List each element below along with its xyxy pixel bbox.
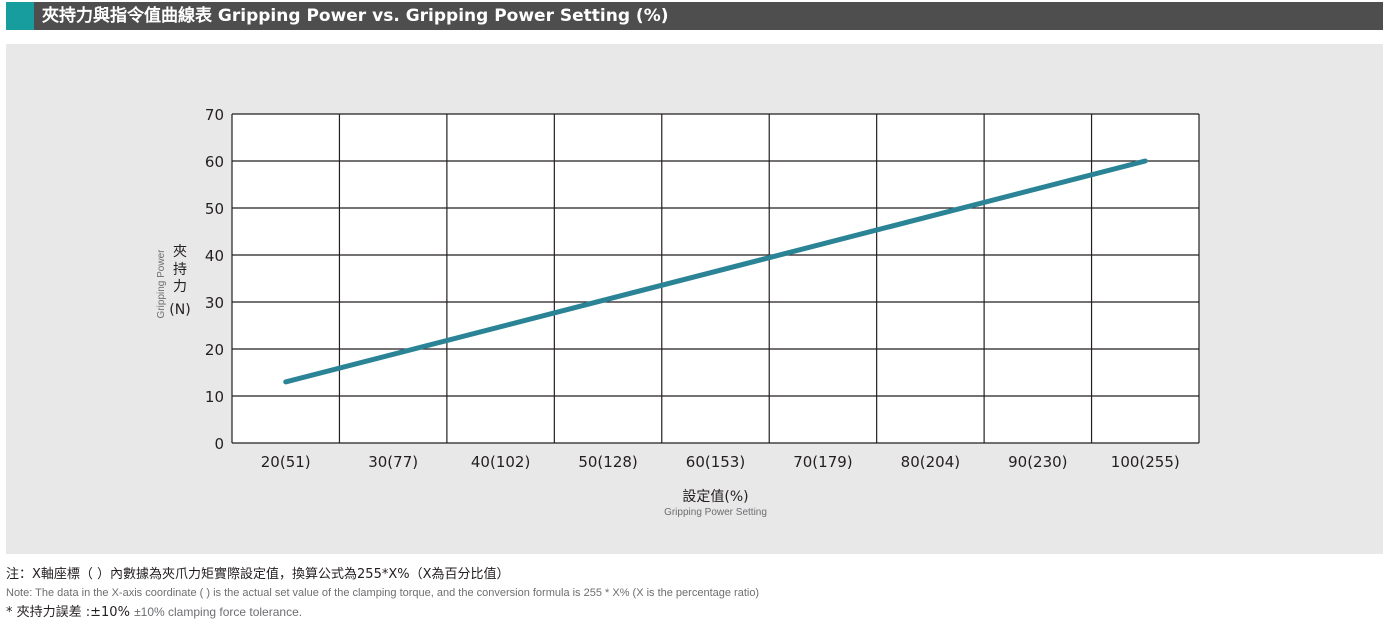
tolerance-chinese: * 夾持力誤差 :±10% bbox=[6, 605, 130, 620]
y-axis-label-en: Gripping Power bbox=[156, 249, 167, 319]
plot-area bbox=[232, 114, 1199, 443]
x-tick-label: 80(204) bbox=[901, 453, 960, 471]
x-tick-label: 70(179) bbox=[793, 453, 852, 471]
y-tick-label: 50 bbox=[205, 200, 224, 218]
y-axis-label-char: 持 bbox=[173, 262, 187, 278]
y-axis-label-char: 力 bbox=[173, 279, 187, 295]
gripping-power-chart: 0 10 20 30 40 50 60 70 20(51) 30(77) 40(102) 50(128… bbox=[156, 106, 1200, 518]
y-tick-label: 0 bbox=[214, 435, 224, 453]
x-tick-label: 50(128) bbox=[578, 453, 637, 471]
y-tick-label: 40 bbox=[205, 247, 224, 265]
x-tick-label: 60(153) bbox=[686, 453, 745, 471]
chart-panel: 0 10 20 30 40 50 60 70 20(51) 30(77) 40(102) 50(128… bbox=[6, 44, 1383, 554]
x-tick-label: 90(230) bbox=[1008, 453, 1067, 471]
x-tick-label: 40(102) bbox=[471, 453, 530, 471]
x-tick-label: 30(77) bbox=[368, 453, 418, 471]
y-tick-label: 60 bbox=[205, 153, 224, 171]
note-chinese: 注：X軸座標（ ）內數據為夾爪力矩實際設定值，換算公式為255*X%（X為百分比… bbox=[6, 567, 510, 582]
y-tick-label: 30 bbox=[205, 294, 224, 312]
y-tick-label: 70 bbox=[205, 106, 224, 124]
tolerance-note: * 夾持力誤差 :±10% ±10% clamping force tolera… bbox=[6, 601, 1381, 624]
section-title: 夾持力與指令值曲線表 Gripping Power vs. Gripping P… bbox=[42, 6, 669, 26]
note-english: Note: The data in the X-axis coordinate … bbox=[6, 587, 760, 599]
notes: 注：X軸座標（ ）內數據為夾爪力矩實際設定值，換算公式為255*X%（X為百分比… bbox=[6, 565, 1381, 624]
y-tick-label: 10 bbox=[205, 388, 224, 406]
y-axis-label-char: 夾 bbox=[173, 244, 187, 260]
x-tick-label: 20(51) bbox=[261, 453, 311, 471]
y-axis-label-char: (N) bbox=[169, 302, 190, 318]
section-header: 夾持力與指令值曲線表 Gripping Power vs. Gripping P… bbox=[6, 2, 1383, 30]
y-tick-label: 20 bbox=[205, 341, 224, 359]
tolerance-english: ±10% clamping force tolerance. bbox=[134, 605, 303, 619]
x-axis-label: 設定值(%) bbox=[682, 489, 748, 505]
x-axis-label-en: Gripping Power Setting bbox=[664, 507, 767, 518]
series-line bbox=[283, 158, 1148, 385]
x-tick-label: 100(255) bbox=[1111, 453, 1180, 471]
header-accent-block bbox=[6, 2, 34, 30]
